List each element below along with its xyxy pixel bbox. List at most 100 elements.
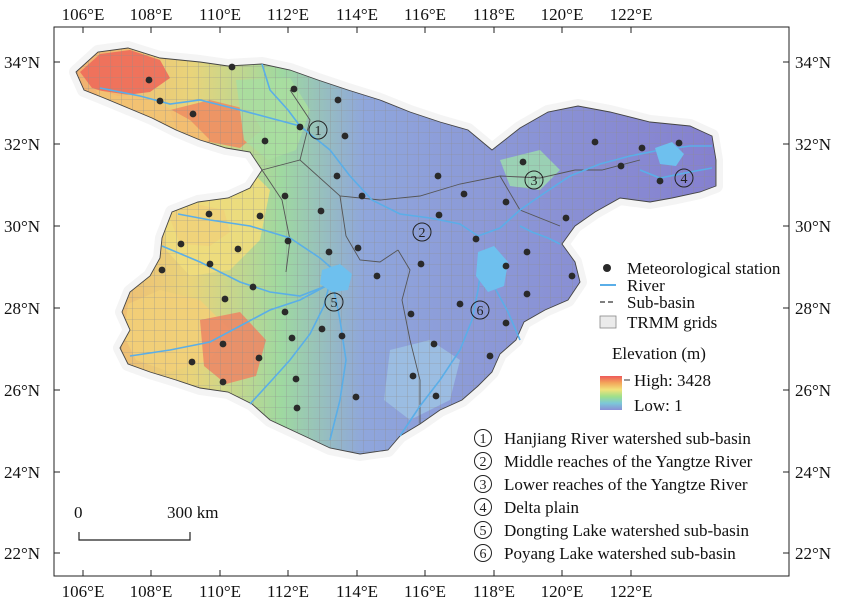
meteorological-station — [293, 404, 301, 412]
subbasin-number: 6 — [480, 547, 487, 562]
meteorological-station — [145, 76, 153, 84]
meteorological-station — [456, 300, 464, 308]
meteorological-station — [296, 123, 304, 131]
subbasin-name: Poyang Lake watershed sub-basin — [504, 544, 736, 563]
lat-label-left: 32°N — [4, 135, 40, 154]
lat-label-right: 32°N — [795, 135, 831, 154]
taihu-lake — [655, 142, 684, 166]
lat-label-right: 28°N — [795, 299, 831, 318]
subbasin-name: Delta plain — [504, 498, 580, 517]
region-marker-circle — [412, 222, 432, 242]
lat-label-left: 24°N — [4, 463, 40, 482]
meteorological-station — [434, 172, 442, 180]
meteorological-station — [435, 211, 443, 219]
meteorological-station — [675, 139, 683, 147]
meteorological-station — [256, 212, 264, 220]
lon-label-bottom: 114°E — [336, 582, 378, 601]
river-line — [129, 285, 327, 357]
lat-label-right: 24°N — [795, 463, 831, 482]
subbasin-boundary-line — [289, 89, 311, 161]
subbasin-number: 1 — [480, 432, 487, 447]
lon-label-bottom: 122°E — [610, 582, 653, 601]
subbasin-list-item: 4 Delta plain — [474, 498, 580, 517]
legend-trmm-label: TRMM grids — [627, 313, 717, 332]
meteorological-station — [502, 198, 510, 206]
region-marker-circle — [308, 120, 328, 140]
meteorological-station — [284, 237, 292, 245]
lon-label-bottom: 116°E — [404, 582, 446, 601]
meteorological-station — [486, 352, 494, 360]
subbasin-number-circle — [474, 452, 492, 470]
region-marker-number: 2 — [419, 226, 426, 241]
subbasin-number: 3 — [480, 478, 487, 493]
lon-label-top: 116°E — [404, 5, 446, 24]
meteorological-station — [188, 358, 196, 366]
legend-elevation-title: Elevation (m) — [612, 344, 706, 363]
meteorological-station — [281, 192, 289, 200]
legend-station-label: Meteorological station — [627, 259, 781, 278]
lon-label-bottom: 118°E — [473, 582, 515, 601]
subbasin-list-item: 5 Dongting Lake watershed sub-basin — [474, 521, 750, 540]
meteorological-station — [317, 207, 325, 215]
meteorological-station — [234, 245, 242, 253]
lon-label-bottom: 110°E — [199, 582, 241, 601]
region-marker-number: 3 — [531, 174, 538, 189]
dongting-lake — [320, 264, 352, 292]
meteorological-station — [189, 110, 197, 118]
meteorological-station — [568, 272, 576, 280]
region-marker-circle — [470, 300, 490, 320]
meteorological-station — [409, 372, 417, 380]
meteorological-station — [417, 260, 425, 268]
subbasin-number-circle — [474, 475, 492, 493]
lon-label-bottom: 120°E — [541, 582, 584, 601]
elevation-color-ramp — [600, 376, 622, 410]
meteorological-station — [206, 260, 214, 268]
subbasin-number-circle — [474, 544, 492, 562]
meteorological-station — [156, 97, 164, 105]
meteorological-station — [502, 262, 510, 270]
meteorological-station — [656, 177, 664, 185]
subbasin-number-circle — [474, 521, 492, 539]
meteorological-station — [523, 290, 531, 298]
meteorological-station — [460, 190, 468, 198]
subbasin-list-item: 1 Hanjiang River watershed sub-basin — [474, 429, 751, 448]
trmm-legend-symbol — [599, 315, 617, 329]
subbasin-boundary-line — [397, 249, 421, 424]
lon-label-bottom: 106°E — [62, 582, 105, 601]
meteorological-station — [219, 378, 227, 386]
river-line — [399, 261, 483, 437]
scale-bar-line — [78, 532, 191, 541]
lat-label-right: 22°N — [795, 544, 831, 563]
meteorological-station — [638, 144, 646, 152]
meteorological-station — [358, 192, 366, 200]
subbasin-name: Lower reaches of the Yangtze River — [504, 475, 748, 494]
scale-zero-label: 0 — [74, 503, 83, 522]
river-line — [177, 213, 337, 273]
legend-river-label: River — [627, 276, 665, 295]
lon-label-top: 118°E — [473, 5, 515, 24]
lat-label-left: 22°N — [4, 544, 40, 563]
subbasin-list-item: 2 Middle reaches of the Yangtze River — [474, 452, 753, 471]
meteorological-station — [158, 266, 166, 274]
poyang-lake — [476, 246, 508, 292]
lon-label-bottom: 108°E — [130, 582, 173, 601]
region-marker-number: 5 — [331, 296, 338, 311]
meteorological-station — [334, 96, 342, 104]
meteorological-station — [288, 334, 296, 342]
scale-distance-label: 300 km — [167, 503, 218, 522]
lon-label-top: 110°E — [199, 5, 241, 24]
lon-label-top: 122°E — [610, 5, 653, 24]
meteorological-station — [523, 248, 531, 256]
river-line — [99, 87, 712, 237]
lat-label-right: 30°N — [795, 217, 831, 236]
scale-bar: 0 300 km — [74, 503, 218, 541]
river-line — [261, 63, 301, 127]
meteorological-station — [373, 272, 381, 280]
station-points — [145, 63, 683, 412]
meteorological-station — [519, 158, 527, 166]
lon-label-top: 108°E — [130, 5, 173, 24]
meteorological-station — [290, 85, 298, 93]
subbasin-name: Middle reaches of the Yangtze River — [504, 452, 753, 471]
legend-low-label: Low: 1 — [634, 396, 683, 415]
